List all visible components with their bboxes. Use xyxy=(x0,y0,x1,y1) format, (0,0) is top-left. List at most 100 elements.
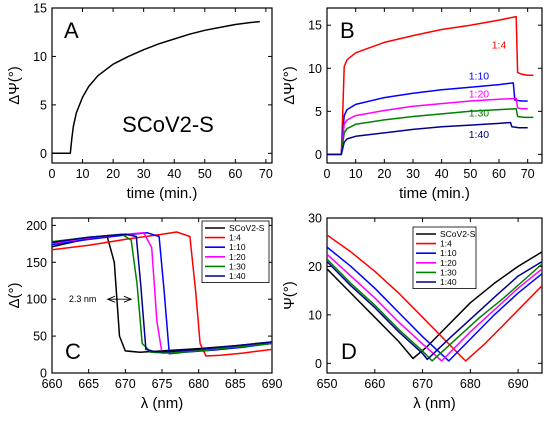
panel-b-y-tick-label: 15 xyxy=(308,19,322,33)
panel-c-y-tick-label: 150 xyxy=(26,256,47,270)
panel-d-x-axis-label: λ (nm) xyxy=(413,395,456,412)
panel-d-x-tick-label: 650 xyxy=(317,377,338,391)
panel-b-series-line-1-20 xyxy=(327,97,528,156)
panel-b-x-tick-label: 20 xyxy=(377,167,391,181)
panel-d-series-line-1-40 xyxy=(327,260,542,361)
panel-a-annotation-label: SCoV2-S xyxy=(122,112,214,137)
panel-b-x-tick-label: 10 xyxy=(349,167,363,181)
panel-b-y-tick-label: 0 xyxy=(315,148,322,162)
panel-c-x-tick-label: 690 xyxy=(262,377,283,391)
panel-d-legend-label: 1:40 xyxy=(440,277,457,287)
panel-d-legend-label: 1:4 xyxy=(440,239,452,249)
panel-c-legend-label: 1:30 xyxy=(229,261,246,271)
panel-c-x-tick-label: 675 xyxy=(152,377,173,391)
panel-d-series-line-scov2-s xyxy=(327,251,542,360)
panel-letter-b: B xyxy=(340,18,355,43)
panel-d-x-tick-label: 680 xyxy=(460,377,481,391)
panel-c-legend-label: 1:40 xyxy=(229,271,246,281)
panel-d-y-tick-label: 30 xyxy=(308,212,322,226)
panel-c-legend-label: 1:10 xyxy=(229,242,246,252)
panel-c-y-tick-label: 0 xyxy=(40,367,47,381)
panel-b-x-tick-label: 60 xyxy=(492,167,506,181)
panel-c-y-tick-label: 200 xyxy=(26,219,47,233)
panel-a-y-axis-label: ΔΨ(°) xyxy=(6,66,23,105)
panel-b-x-tick-label: 70 xyxy=(521,167,535,181)
panel-c-x-tick-label: 660 xyxy=(42,377,63,391)
panel-letter-c: C xyxy=(65,339,81,364)
panel-c-legend-label: 1:4 xyxy=(229,233,241,243)
panel-a-y-tick-label: 5 xyxy=(40,98,47,112)
panel-b: 0 10 20 30 40 50 60 70 0 5 10 15 time (min.) ΔΨ(°) B 1:… xyxy=(281,7,543,202)
panel-a-x-tick-label: 40 xyxy=(167,167,181,181)
panel-c-series-line-1-4 xyxy=(52,231,272,357)
panel-c-x-tick-label: 685 xyxy=(225,377,246,391)
panel-c-y-tick-label: 50 xyxy=(33,330,47,344)
panel-d-y-tick-label: 0 xyxy=(315,357,322,371)
panel-a-x-tick-label: 0 xyxy=(49,167,56,181)
panel-d-x-tick-label: 660 xyxy=(364,377,385,391)
panel-d-legend-label: SCoV2-S xyxy=(440,229,476,239)
panel-d-y-tick-label: 20 xyxy=(308,260,322,274)
panel-b-x-axis-label: time (min.) xyxy=(399,185,470,202)
panel-a-x-tick-label: 10 xyxy=(76,167,90,181)
panel-a-x-tick-label: 30 xyxy=(137,167,151,181)
panel-d-legend-label: 1:30 xyxy=(440,267,457,277)
panel-b-series-label: 1:40 xyxy=(469,129,490,141)
panel-b-x-tick-label: 30 xyxy=(406,167,420,181)
panel-letter-d: D xyxy=(341,339,357,364)
panel-b-y-axis-label: ΔΨ(°) xyxy=(281,66,298,105)
panel-a-x-tick-label: 70 xyxy=(259,167,273,181)
panel-c-series-line-1-40 xyxy=(52,233,272,353)
panel-b-y-tick-label: 5 xyxy=(315,105,322,119)
panel-c-legend-label: 1:20 xyxy=(229,252,246,262)
panel-letter-a: A xyxy=(64,18,79,43)
panel-d-x-tick-label: 690 xyxy=(508,377,529,391)
panel-d-series-line-1-30 xyxy=(327,258,542,362)
panel-c-annotation-label: 2.3 nm xyxy=(69,294,97,304)
panel-c-y-tick-label: 100 xyxy=(26,293,47,307)
panel-b-series-label: 1:10 xyxy=(469,70,490,82)
panel-b-x-tick-label: 50 xyxy=(463,167,477,181)
panel-c-annotation-arrowhead-left xyxy=(106,295,116,303)
panel-b-series-line-1-10 xyxy=(327,82,528,156)
panel-b-y-tick-label: 10 xyxy=(308,62,322,76)
panel-b-x-tick-label: 0 xyxy=(324,167,331,181)
panel-a-x-tick-label: 20 xyxy=(106,167,120,181)
panel-b-series-label: 1:4 xyxy=(492,39,507,51)
panel-b-series-line-1-30 xyxy=(327,108,534,156)
panel-c-y-axis-label: Δ(°) xyxy=(6,282,23,308)
panel-a-series-line-0 xyxy=(52,20,260,155)
panel-a-x-axis-label: time (min.) xyxy=(127,185,198,202)
panel-d-legend-label: 1:10 xyxy=(440,248,457,258)
panel-a-y-tick-label: 0 xyxy=(40,147,47,161)
panel-a-y-tick-label: 15 xyxy=(33,2,47,16)
panel-b-series-line-1-40 xyxy=(327,121,528,156)
panel-c-x-tick-label: 670 xyxy=(115,377,136,391)
panel-c-x-axis-label: λ (nm) xyxy=(141,395,184,412)
panel-a-plot-frame xyxy=(51,7,273,164)
panel-c-x-tick-label: 665 xyxy=(78,377,99,391)
panel-d-series-line-1-10 xyxy=(327,246,542,362)
panel-d-y-axis-label: Ψ(°) xyxy=(281,281,298,310)
panel-d-series-line-1-20 xyxy=(327,253,542,362)
panel-b-series-line-1-4 xyxy=(327,15,534,156)
panel-c-annotation-arrowhead-right xyxy=(123,295,133,303)
panel-d-x-tick-label: 670 xyxy=(412,377,433,391)
panel-a-x-tick-label: 60 xyxy=(228,167,242,181)
panel-d-plot-frame xyxy=(326,217,543,374)
panel-c-legend-box xyxy=(201,220,270,283)
panel-c: 660 665 670 675 680 685 690 0 50 100 150 200 λ (nm) Δ… xyxy=(6,217,283,412)
panel-d-y-tick-label: 10 xyxy=(308,308,322,322)
panel-d-legend-label: 1:20 xyxy=(440,258,457,268)
panel-b-series-label: 1:20 xyxy=(469,89,490,101)
panel-a: 0 10 20 30 40 50 60 70 0 5 10 15 time (min.) ΔΨ(°) A SC… xyxy=(6,2,273,203)
panel-d-legend-box xyxy=(412,226,477,289)
panel-c-x-tick-label: 680 xyxy=(188,377,209,391)
panel-a-y-tick-label: 10 xyxy=(33,50,47,64)
panel-d: 650 660 670 680 690 0 10 20 30 λ (nm) Ψ(°) D SCoV2-S… xyxy=(281,212,543,412)
panel-b-plot-frame xyxy=(326,7,543,164)
panel-b-x-tick-label: 40 xyxy=(435,167,449,181)
panel-a-x-tick-label: 50 xyxy=(198,167,212,181)
panel-b-series-label: 1:30 xyxy=(469,108,490,120)
